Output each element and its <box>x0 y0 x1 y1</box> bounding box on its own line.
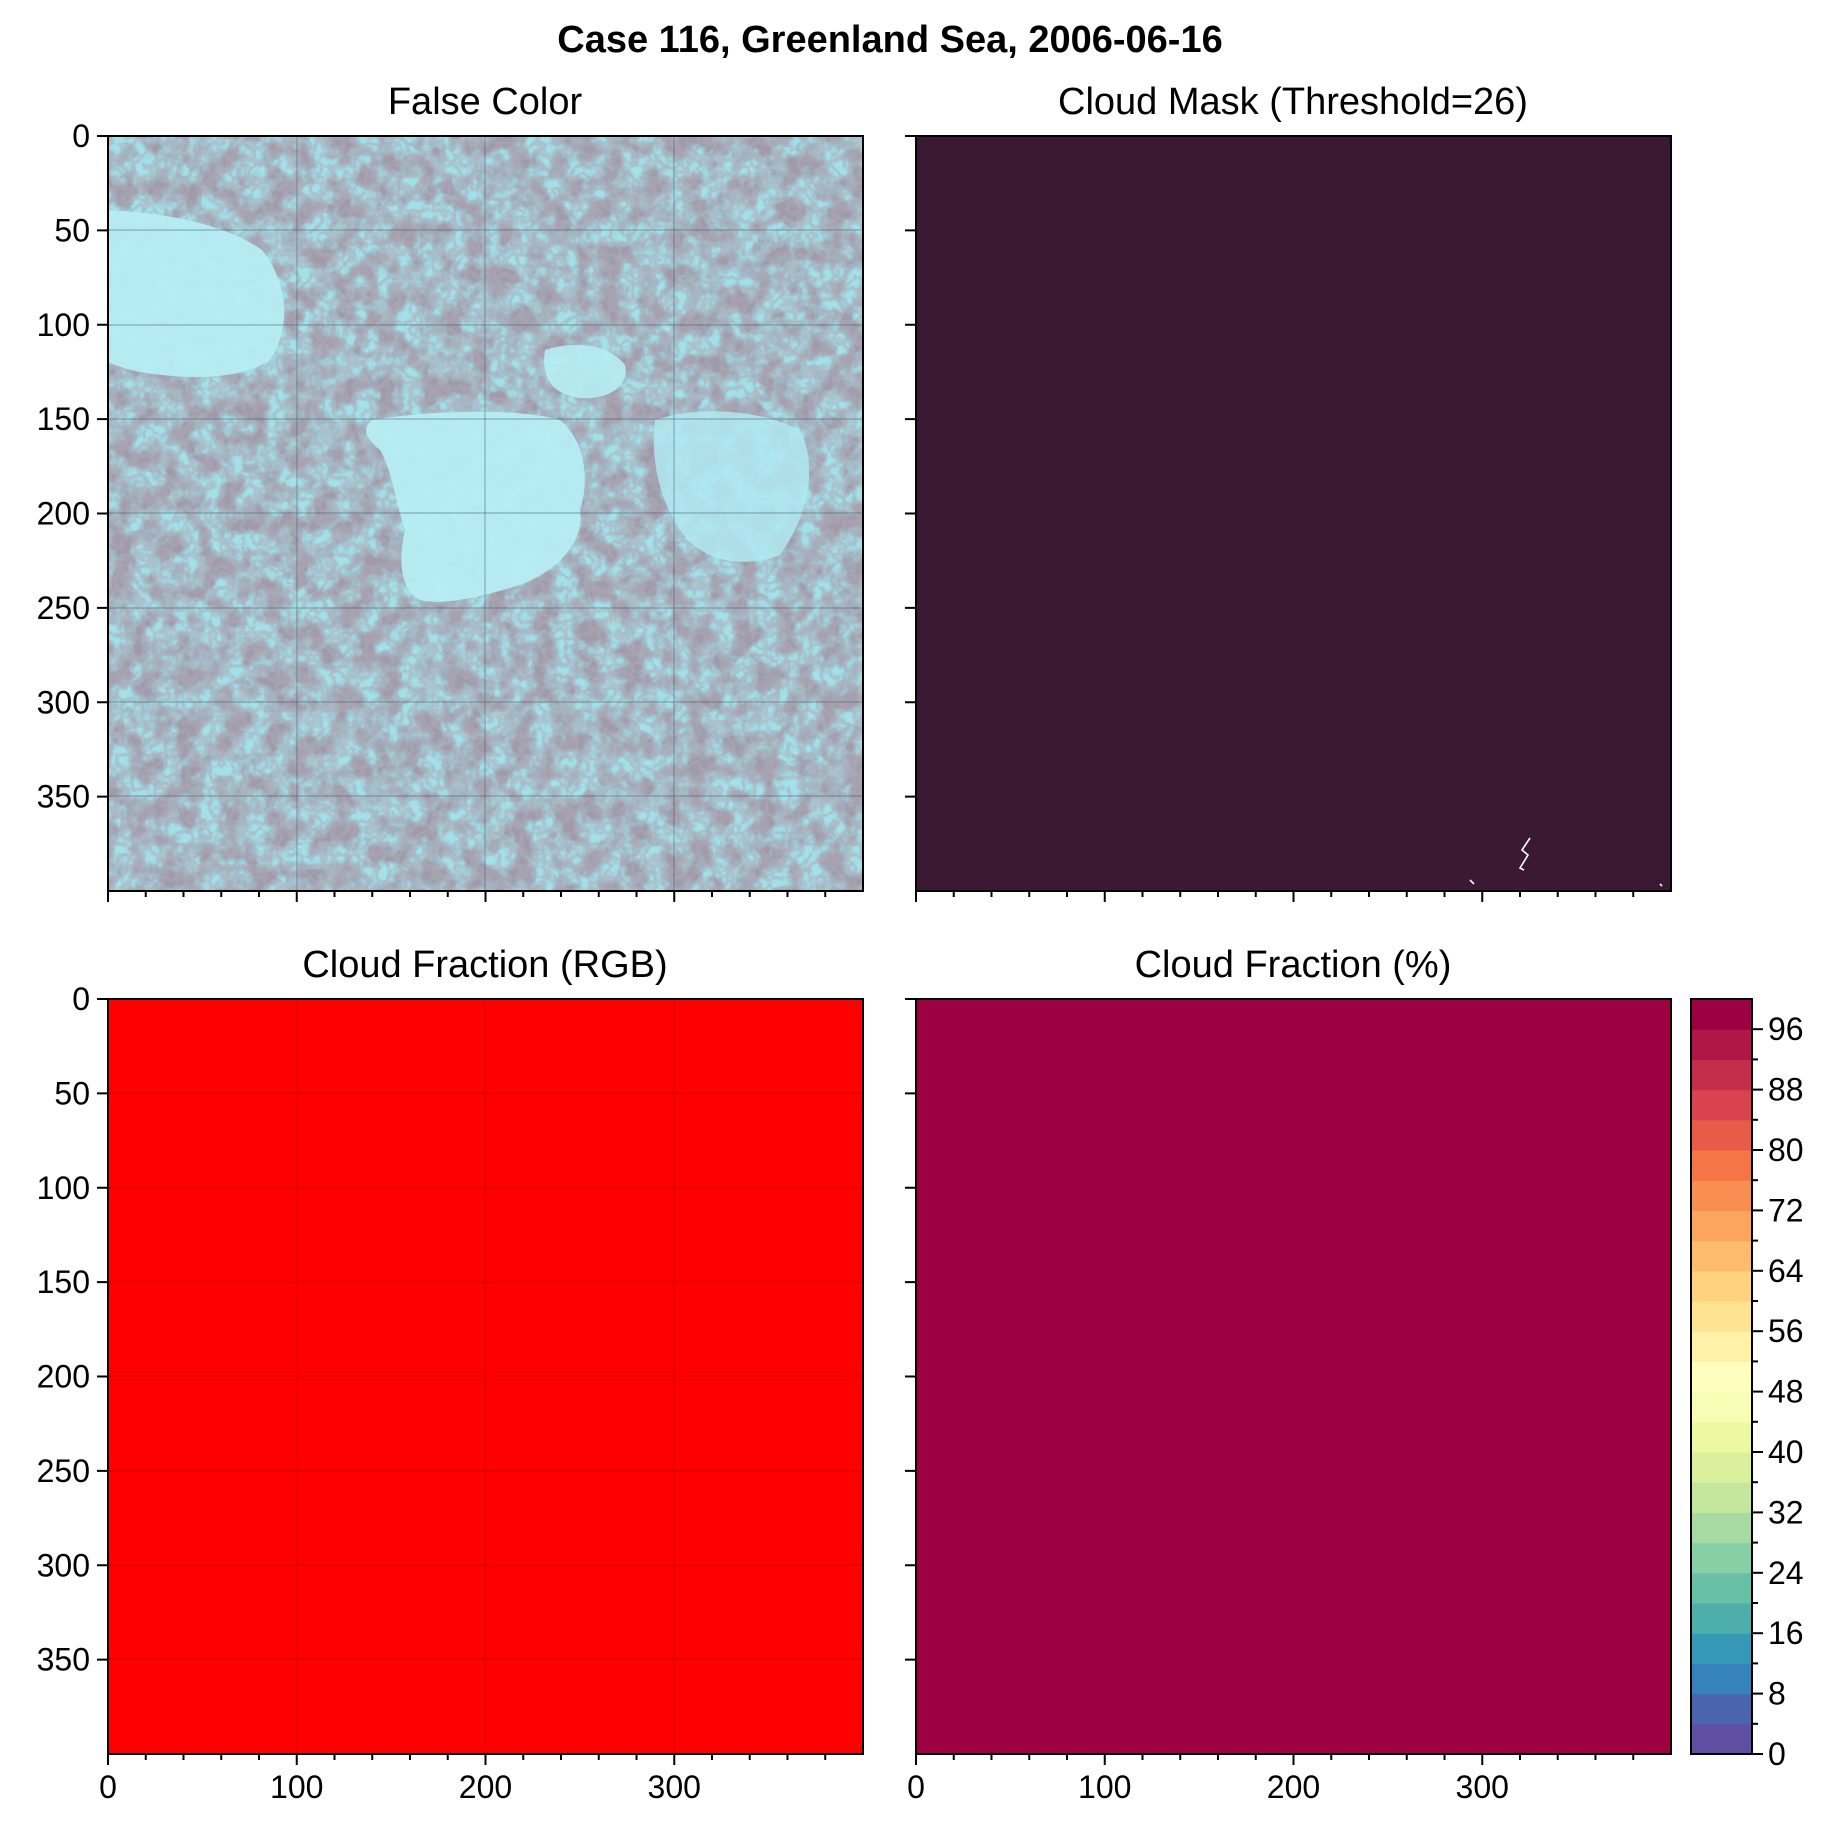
colorbar-band <box>1691 1482 1752 1513</box>
cloud-fraction-pct-image <box>916 999 1671 1754</box>
y-tick-label: 350 <box>37 1642 90 1678</box>
false-color-frame <box>107 135 864 892</box>
cloud-fraction-rgb-panel: Cloud Fraction (RGB) 0 100 200 300 0 50 100 150… <box>37 944 864 1805</box>
colorbar-tick-label: 32 <box>1768 1494 1804 1530</box>
colorbar-tick-label: 88 <box>1768 1072 1804 1108</box>
colorbar-band <box>1691 1119 1752 1151</box>
colorbar-band <box>1691 999 1752 1030</box>
colorbar-band <box>1691 1029 1752 1060</box>
colorbar-band <box>1691 1361 1752 1393</box>
colorbar-band <box>1691 1331 1752 1362</box>
x-tick-label: 200 <box>459 1769 512 1805</box>
cloud-fraction-pct-panel: Cloud Fraction (%) 0 100 200 300 <box>905 944 1672 1805</box>
colorbar-tick-label: 16 <box>1768 1615 1804 1651</box>
colorbar-frame <box>1690 998 1753 1755</box>
y-tick-label: 350 <box>37 779 90 815</box>
colorbar-band <box>1691 1210 1752 1242</box>
ice-floe <box>653 411 810 562</box>
colorbar-tick-label: 0 <box>1768 1736 1786 1772</box>
x-tick-label: 100 <box>1078 1769 1131 1805</box>
x-tick-label: 300 <box>1456 1769 1509 1805</box>
colorbar-tick-label: 72 <box>1768 1192 1804 1228</box>
y-tick-label: 300 <box>37 1547 90 1583</box>
y-tick-label: 50 <box>54 1075 90 1111</box>
colorbar-tick-label: 8 <box>1768 1676 1786 1712</box>
colorbar-tick-label: 64 <box>1768 1253 1804 1289</box>
y-tick-label: 50 <box>54 212 90 248</box>
colorbar-band <box>1691 1421 1752 1453</box>
colorbar-band <box>1691 1301 1752 1332</box>
colorbar-band <box>1691 1240 1752 1272</box>
x-tick-label: 0 <box>99 1769 117 1805</box>
colorbar-band <box>1691 1723 1752 1755</box>
clear-pixels <box>1469 837 1663 887</box>
false-color-axes: 0 50 100 150 200 250 300 350 <box>37 118 827 902</box>
cloud-fraction-pct-frame <box>915 998 1672 1755</box>
false-color-image <box>108 136 863 891</box>
colorbar-ticks: 0 8 16 24 32 40 48 56 64 72 80 88 96 <box>1752 1011 1804 1772</box>
colorbar-band <box>1691 1542 1752 1574</box>
false-color-grid <box>108 136 863 891</box>
false-color-title: False Color <box>388 81 583 123</box>
cloud-fraction-rgb-grid <box>108 999 863 1754</box>
y-tick-label: 200 <box>37 1359 90 1395</box>
cloud-mask-image <box>916 136 1671 891</box>
colorbar-tick-label: 48 <box>1768 1374 1804 1410</box>
y-tick-label: 100 <box>37 307 90 343</box>
cloud-fraction-rgb-axes: 0 100 200 300 0 50 100 150 200 250 300 350 <box>37 981 827 1805</box>
ice-floe <box>366 411 585 602</box>
ice-floe <box>544 345 626 399</box>
colorbar-band <box>1691 1572 1752 1604</box>
colorbar-band <box>1691 1693 1752 1725</box>
cloud-mask-panel: Cloud Mask (Threshold=26) <box>905 81 1672 902</box>
colorbar-band <box>1691 1452 1752 1483</box>
y-tick-label: 100 <box>37 1170 90 1206</box>
y-tick-label: 250 <box>37 590 90 626</box>
colorbar-band <box>1691 1633 1752 1664</box>
colorbar-band <box>1691 1663 1752 1695</box>
colorbar-tick-label: 96 <box>1768 1011 1804 1047</box>
x-tick-label: 0 <box>907 1769 925 1805</box>
y-tick-label: 250 <box>37 1453 90 1489</box>
y-tick-label: 0 <box>72 981 90 1017</box>
cloud-fraction-rgb-title: Cloud Fraction (RGB) <box>302 944 667 986</box>
y-tick-label: 150 <box>37 1264 90 1300</box>
colorbar-tick-label: 24 <box>1768 1555 1804 1591</box>
cloud-fraction-rgb-image <box>108 999 863 1754</box>
colorbar-tick-label: 80 <box>1768 1132 1804 1168</box>
y-tick-label: 150 <box>37 401 90 437</box>
colorbar-band <box>1691 1512 1752 1544</box>
colorbar-band <box>1691 1391 1752 1423</box>
x-tick-label: 200 <box>1267 1769 1320 1805</box>
colorbar-tick-label: 40 <box>1768 1434 1804 1470</box>
cloud-mask-frame <box>915 135 1672 892</box>
y-tick-label: 300 <box>37 684 90 720</box>
colorbar-bands <box>1691 999 1752 1755</box>
cloud-mask-title: Cloud Mask (Threshold=26) <box>1058 81 1528 123</box>
colorbar-band <box>1691 1059 1752 1091</box>
cloud-fraction-rgb-frame <box>107 998 864 1755</box>
colorbar: 0 8 16 24 32 40 48 56 64 72 80 88 96 <box>1690 998 1804 1772</box>
x-tick-label: 100 <box>270 1769 323 1805</box>
figure-title: Case 116, Greenland Sea, 2006-06-16 <box>557 19 1222 61</box>
colorbar-band <box>1691 1270 1752 1302</box>
colorbar-band <box>1691 1603 1752 1634</box>
cloud-fraction-pct-axes: 0 100 200 300 <box>905 998 1635 1805</box>
x-tick-label: 300 <box>648 1769 701 1805</box>
false-color-panel: False Color 0 50 100 150 200 250 300 350 <box>37 81 864 902</box>
y-tick-label: 200 <box>37 496 90 532</box>
colorbar-band <box>1691 1150 1752 1181</box>
colorbar-tick-label: 56 <box>1768 1313 1804 1349</box>
ice-floe <box>108 210 285 377</box>
cloud-fraction-pct-title: Cloud Fraction (%) <box>1135 944 1452 986</box>
y-tick-label: 0 <box>72 118 90 154</box>
colorbar-band <box>1691 1180 1752 1211</box>
colorbar-band <box>1691 1089 1752 1121</box>
